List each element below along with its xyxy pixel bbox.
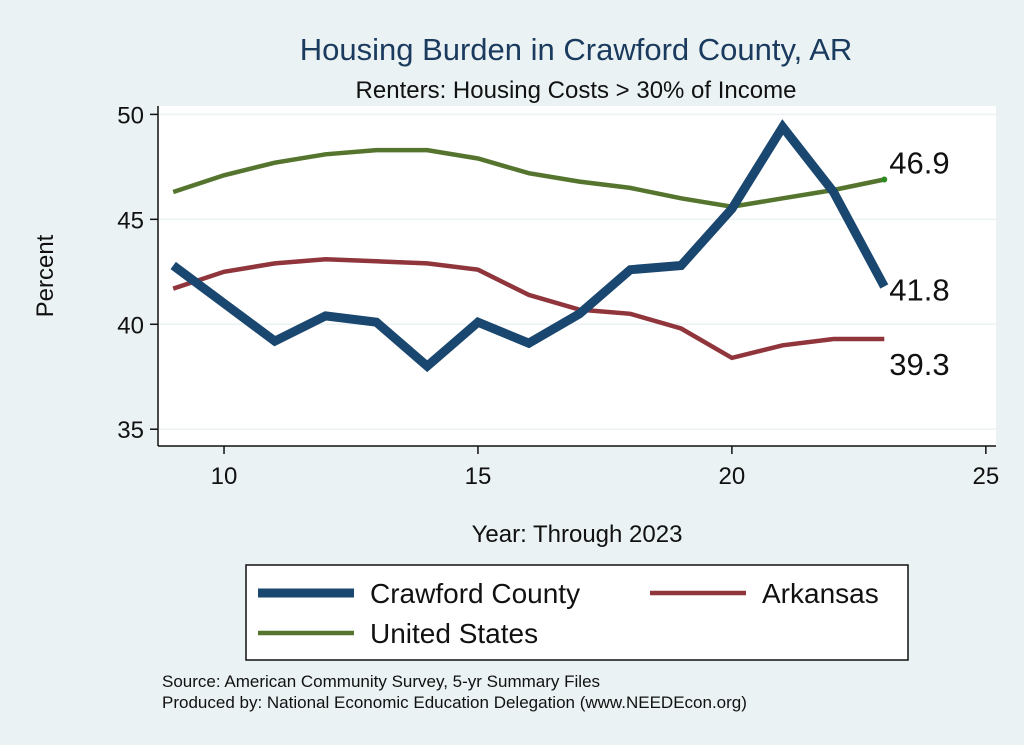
produced-note: Produced by: National Economic Education… [162,693,747,712]
legend-label-arkansas: Arkansas [762,578,879,609]
y-tick-label: 45 [117,207,144,234]
end-label-arkansas: 39.3 [889,347,949,382]
legend-label-crawford-county: Crawford County [370,578,580,609]
x-tick-label: 20 [719,463,746,490]
legend-label-united-states: United States [370,618,538,649]
series-line-crawford-county [170,119,889,373]
source-note: Source: American Community Survey, 5-yr … [162,672,600,691]
x-axis-label: Year: Through 2023 [472,521,683,548]
x-tick-label: 10 [211,463,238,490]
end-labels: 46.9 41.8 39.3 [889,145,949,382]
series-line-united-states [172,147,885,209]
end-label-united-states: 46.9 [889,145,949,180]
grid-lines [158,113,996,430]
y-tick-label: 40 [117,312,144,339]
legend-box [245,564,909,661]
plot-area [158,106,996,446]
end-label-crawford-county: 41.8 [889,272,949,307]
chart-title: Housing Burden in Crawford County, AR [300,32,853,67]
y-tick-label: 50 [117,102,144,129]
chart-subtitle: Renters: Housing Costs > 30% of Income [356,77,797,104]
end-point-marker [881,176,888,183]
series-lines [170,119,889,373]
x-tick-label: 25 [972,463,999,490]
y-axis-label: Percent [32,234,59,317]
series-line-arkansas [172,256,885,361]
y-tick-label: 35 [117,417,144,444]
axes: 35 40 45 50 10 15 20 25 [117,102,999,490]
x-tick-label: 15 [465,463,492,490]
legend: Crawford County Arkansas United States [258,578,879,649]
